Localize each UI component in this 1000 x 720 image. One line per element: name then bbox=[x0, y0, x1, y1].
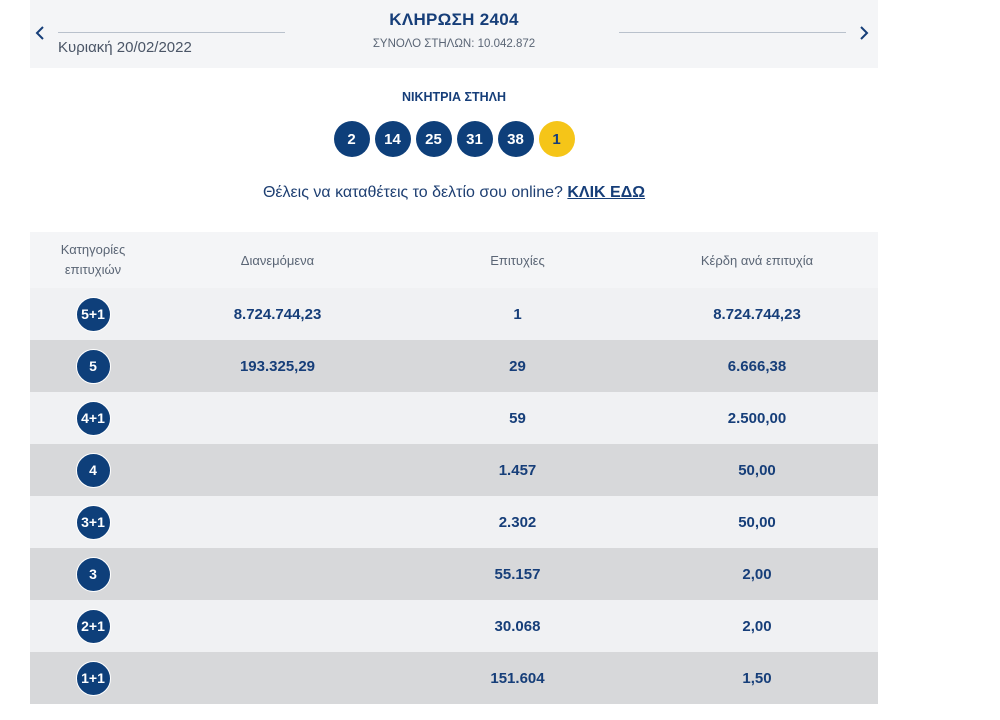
winners-cell: 59 bbox=[509, 409, 526, 427]
winning-column-label: ΝΙΚΗΤΡΙΑ ΣΤΗΛΗ bbox=[401, 90, 507, 104]
prize-cell: 2,00 bbox=[742, 617, 772, 635]
winning-number: 38 bbox=[497, 121, 534, 157]
winners-cell: 1 bbox=[513, 305, 522, 323]
next-draw-button[interactable] bbox=[852, 18, 876, 48]
prize-cell: 2,00 bbox=[742, 565, 772, 583]
winning-number: 2 bbox=[333, 121, 370, 157]
category-badge: 2+1 bbox=[75, 608, 111, 644]
winners-cell: 55.157 bbox=[494, 565, 541, 583]
winning-number: 31 bbox=[456, 121, 493, 157]
winners-cell: 1.457 bbox=[498, 461, 537, 479]
winning-numbers: 2 14 25 31 38 1 bbox=[30, 121, 878, 157]
winners-cell: 29 bbox=[509, 357, 526, 375]
prize-cell: 2.500,00 bbox=[727, 409, 787, 427]
prize-cell: 6.666,38 bbox=[727, 357, 787, 375]
table-header: Κατηγορίες επιτυχιών Διανεμόμενα Επιτυχί… bbox=[30, 232, 878, 288]
table-row: 5+1 8.724.744,23 1 8.724.744,23 bbox=[30, 288, 878, 340]
table-row: 5 193.325,29 29 6.666,38 bbox=[30, 340, 878, 392]
table-row: 2+1 30.068 2,00 bbox=[30, 600, 878, 652]
divider bbox=[58, 32, 285, 33]
prize-cell: 8.724.744,23 bbox=[713, 305, 801, 323]
winning-number: 14 bbox=[374, 121, 411, 157]
draw-header: Κυριακή 20/02/2022 ΚΛΗΡΩΣΗ 2404 ΣΥΝΟΛΟ Σ… bbox=[30, 0, 878, 68]
cta-text: Θέλεις να καταθέτεις το δελτίο σου onlin… bbox=[262, 184, 568, 201]
category-badge: 3+1 bbox=[75, 504, 111, 540]
winners-cell: 2.302 bbox=[498, 513, 537, 531]
click-here-link[interactable]: ΚΛΙΚ ΕΔΩ bbox=[567, 184, 646, 201]
winning-number: 25 bbox=[415, 121, 452, 157]
header-distributed: Διανεμόμενα bbox=[240, 252, 315, 268]
header-category-line1: Κατηγορίες bbox=[60, 242, 126, 257]
divider bbox=[619, 32, 846, 33]
bonus-number: 1 bbox=[538, 121, 575, 157]
prizes-table: Κατηγορίες επιτυχιών Διανεμόμενα Επιτυχί… bbox=[30, 232, 878, 704]
category-badge: 5 bbox=[75, 348, 111, 384]
draw-results-panel: Κυριακή 20/02/2022 ΚΛΗΡΩΣΗ 2404 ΣΥΝΟΛΟ Σ… bbox=[30, 0, 878, 704]
prize-cell: 1,50 bbox=[742, 669, 772, 687]
category-badge: 4 bbox=[75, 452, 111, 488]
winners-cell: 30.068 bbox=[494, 617, 541, 635]
table-row: 3+1 2.302 50,00 bbox=[30, 496, 878, 548]
header-winners: Επιτυχίες bbox=[490, 252, 545, 268]
chevron-left-icon bbox=[35, 26, 44, 40]
previous-draw-button[interactable] bbox=[28, 18, 52, 48]
draw-date: Κυριακή 20/02/2022 bbox=[58, 39, 192, 56]
winners-cell: 151.604 bbox=[490, 669, 545, 687]
header-prize: Κέρδη ανά επιτυχία bbox=[700, 252, 814, 268]
chevron-right-icon bbox=[860, 26, 869, 40]
distributed-cell: 193.325,29 bbox=[239, 357, 316, 375]
category-badge: 1+1 bbox=[75, 660, 111, 696]
table-row: 1+1 151.604 1,50 bbox=[30, 652, 878, 704]
total-columns: ΣΥΝΟΛΟ ΣΤΗΛΩΝ: 10.042.872 bbox=[372, 38, 536, 50]
online-cta: Θέλεις να καταθέτεις το δελτίο σου onlin… bbox=[30, 184, 878, 202]
draw-title: ΚΛΗΡΩΣΗ 2404 bbox=[389, 10, 519, 29]
distributed-cell: 8.724.744,23 bbox=[233, 305, 322, 323]
category-badge: 4+1 bbox=[75, 400, 111, 436]
prize-cell: 50,00 bbox=[738, 513, 776, 531]
prize-cell: 50,00 bbox=[738, 461, 776, 479]
header-category: Κατηγορίες επιτυχιών bbox=[30, 240, 156, 280]
table-row: 3 55.157 2,00 bbox=[30, 548, 878, 600]
header-category-line2: επιτυχιών bbox=[64, 262, 122, 277]
table-row: 4+1 59 2.500,00 bbox=[30, 392, 878, 444]
category-badge: 5+1 bbox=[75, 296, 111, 332]
table-row: 4 1.457 50,00 bbox=[30, 444, 878, 496]
category-badge: 3 bbox=[75, 556, 111, 592]
